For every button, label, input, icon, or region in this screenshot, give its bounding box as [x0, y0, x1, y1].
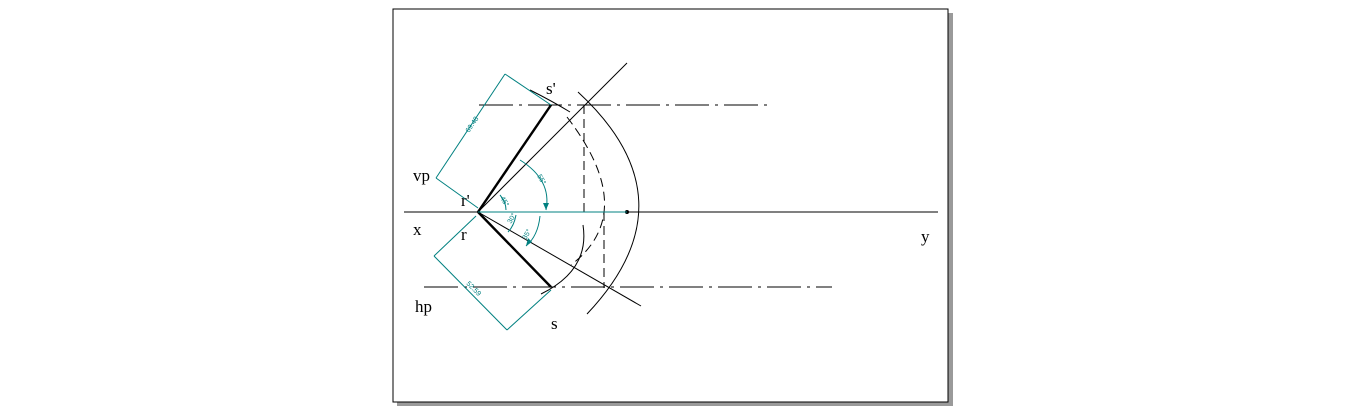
extension-line-bottom-1	[433, 215, 477, 257]
label-x: x	[413, 220, 422, 239]
extension-line-top-2	[435, 177, 479, 209]
true-length-arc-outer	[577, 91, 640, 315]
true-length-dim-line-top	[435, 73, 506, 179]
arc-front-upper	[529, 89, 571, 113]
drawing-frame	[392, 8, 949, 403]
front-view-line-rs	[477, 104, 552, 213]
top-view-line-rs	[477, 211, 552, 288]
label-r-prime: r'	[461, 191, 470, 210]
label-s: s	[551, 314, 558, 333]
label-r: r	[461, 225, 467, 244]
construction-line-front	[477, 62, 628, 213]
label-hp: hp	[415, 297, 432, 316]
construction-line-top	[477, 211, 642, 307]
extension-line-bottom-2	[506, 289, 552, 331]
arrowhead-2	[526, 238, 532, 246]
label-vp: vp	[413, 166, 430, 185]
label-y: y	[921, 227, 930, 246]
angle-arc-front-small	[499, 194, 507, 211]
extension-line-top-1	[504, 73, 552, 106]
true-length-dim-line-bottom	[433, 255, 508, 331]
arc-top-lower	[540, 224, 585, 295]
label-s-prime: s'	[546, 79, 556, 98]
angle-arc-top-small	[507, 214, 517, 233]
arrowhead-1	[543, 203, 549, 210]
